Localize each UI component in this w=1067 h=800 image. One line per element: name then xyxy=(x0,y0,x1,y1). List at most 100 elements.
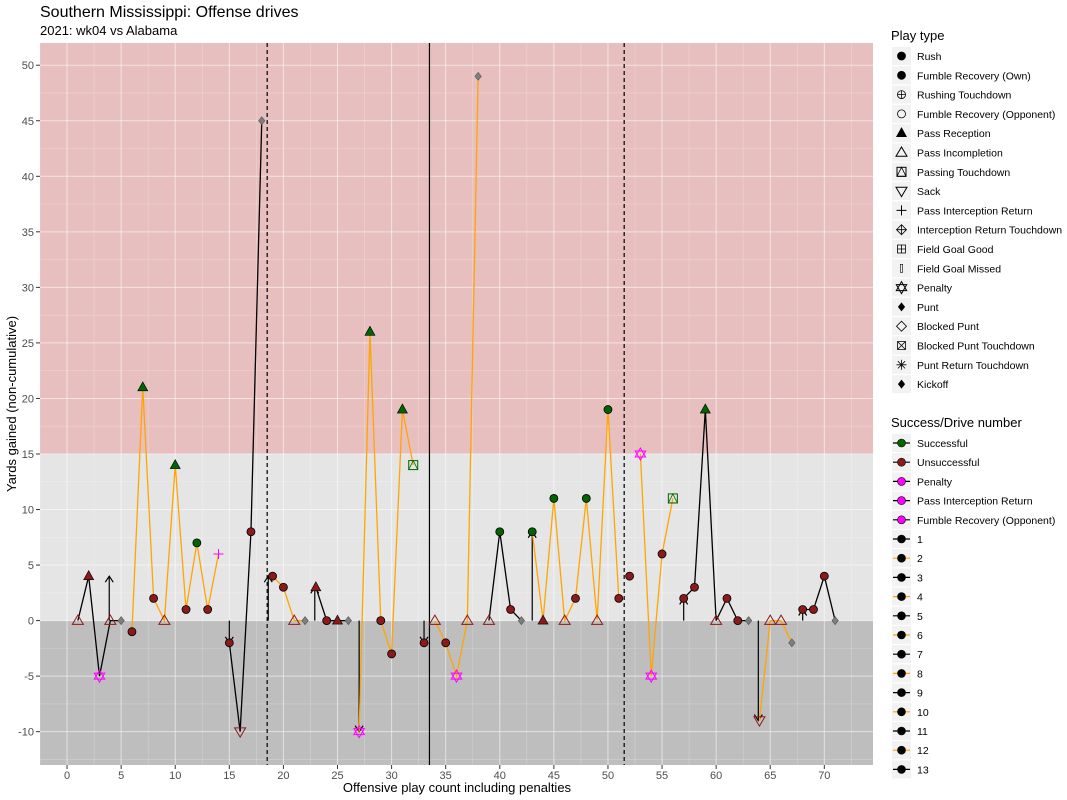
play-point xyxy=(788,638,796,648)
x-tick-label: 60 xyxy=(710,770,722,782)
y-tick-label: 0 xyxy=(28,616,34,628)
legend-label: 12 xyxy=(917,745,929,757)
legend-dot xyxy=(897,649,906,659)
play-point xyxy=(181,605,191,614)
play-point xyxy=(441,638,451,648)
legend-label: Passing Touchdown xyxy=(917,167,1010,179)
legend-symbol-cross xyxy=(897,90,906,99)
legend-symbol xyxy=(895,320,908,332)
play-point xyxy=(353,724,366,739)
legend-item-success: 11 xyxy=(892,722,928,740)
play-point xyxy=(527,527,537,537)
play-point xyxy=(103,614,117,625)
x-axis-label: Offensive play count including penalties xyxy=(343,780,572,795)
y-tick-label: 15 xyxy=(22,449,34,461)
play-point xyxy=(364,325,376,336)
legend-label: Rushing Touchdown xyxy=(917,90,1012,102)
legend-label: 11 xyxy=(917,726,928,738)
play-point xyxy=(774,614,788,625)
legend-item-success: Penalty xyxy=(892,472,953,491)
x-tick-label: 15 xyxy=(223,770,235,782)
y-tick-label: 45 xyxy=(22,116,34,128)
play-point xyxy=(450,669,463,684)
legend-item-success: 6 xyxy=(892,626,923,644)
play-point xyxy=(745,616,753,626)
legend-item-play-type: Pass Interception Return xyxy=(892,201,1033,220)
legend-item-success: 13 xyxy=(892,760,929,779)
y-tick-label: 35 xyxy=(22,227,34,239)
legend-item-success: 7 xyxy=(892,645,923,664)
legend-key-bg xyxy=(892,278,911,297)
legend-key-bg xyxy=(892,317,911,336)
legend-symbol xyxy=(895,224,908,236)
legend-label: 1 xyxy=(917,534,923,546)
gridlines xyxy=(39,43,873,765)
play-point xyxy=(474,71,482,81)
legend-item-play-type: Sack xyxy=(892,182,941,201)
drive-line-12 xyxy=(639,453,674,677)
legend-item-play-type: Field Goal Missed xyxy=(892,259,1001,278)
play-point xyxy=(763,614,777,625)
legend-item-play-type: Punt xyxy=(892,297,939,316)
play-markers xyxy=(71,71,839,739)
legend-item-play-type: Rush xyxy=(892,47,942,65)
play-point xyxy=(537,614,549,625)
legend-symbol xyxy=(897,302,906,312)
legend-item-success: 10 xyxy=(892,702,929,721)
play-point xyxy=(798,605,808,614)
drive-line-extra-13 xyxy=(758,619,793,721)
legend-label: Pass Interception Return xyxy=(917,205,1033,217)
play-point xyxy=(322,616,332,625)
x-tick-label: 5 xyxy=(118,770,124,782)
play-point xyxy=(213,548,224,559)
y-tick-label: -5 xyxy=(24,671,34,683)
play-point xyxy=(495,527,505,537)
play-point xyxy=(460,614,474,625)
legend-item-play-type: Punt Return Touchdown xyxy=(892,355,1029,374)
legend-item-success: 1 xyxy=(892,530,923,548)
legend-label: Pass Reception xyxy=(917,128,991,140)
x-tick-label: 55 xyxy=(656,770,668,782)
play-point xyxy=(506,605,515,614)
legend-label: Blocked Punt Touchdown xyxy=(917,341,1035,353)
legend-label: 8 xyxy=(917,668,923,680)
legend-title-success: Success/Drive number xyxy=(891,415,1022,430)
drive-line-8 xyxy=(434,76,479,679)
play-point xyxy=(287,614,301,625)
legend-item-play-type: Blocked Punt xyxy=(892,317,979,336)
play-point xyxy=(192,538,202,548)
play-point xyxy=(625,571,634,581)
play-point xyxy=(158,614,171,625)
legend-label: 7 xyxy=(917,649,923,661)
play-point xyxy=(634,446,647,461)
play-point xyxy=(117,616,125,626)
legend-dot xyxy=(897,707,906,717)
legend-label: Fumble Recovery (Own) xyxy=(917,70,1031,82)
legend-label: Successful xyxy=(917,438,968,450)
legend-label: 6 xyxy=(917,630,923,642)
play-point xyxy=(581,494,591,503)
drive-line-extra-14 xyxy=(802,573,836,621)
legend-label: Pass Incompletion xyxy=(917,148,1003,160)
legend-item-success: 2 xyxy=(892,549,923,568)
legend-key-bg xyxy=(892,104,911,123)
play-point xyxy=(310,581,322,592)
background-band-0 xyxy=(40,43,873,454)
legend-dot xyxy=(897,688,906,697)
play-point xyxy=(590,614,604,625)
plot-area xyxy=(39,43,873,765)
drive-line-6 xyxy=(358,331,414,732)
play-point xyxy=(246,527,256,537)
legend-label: Penalty xyxy=(917,476,953,488)
legend-symbol xyxy=(897,51,906,61)
legend-symbol xyxy=(897,379,906,389)
play-point xyxy=(169,458,181,469)
play-point xyxy=(614,593,624,603)
x-tick-label: 10 xyxy=(169,770,181,782)
legend-label: Field Goal Missed xyxy=(917,263,1001,275)
play-point xyxy=(137,381,149,392)
play-point xyxy=(203,605,213,614)
legend-item-play-type: Kickoff xyxy=(892,375,948,394)
background-band-2 xyxy=(40,620,873,765)
drive-line-5 xyxy=(315,587,349,622)
